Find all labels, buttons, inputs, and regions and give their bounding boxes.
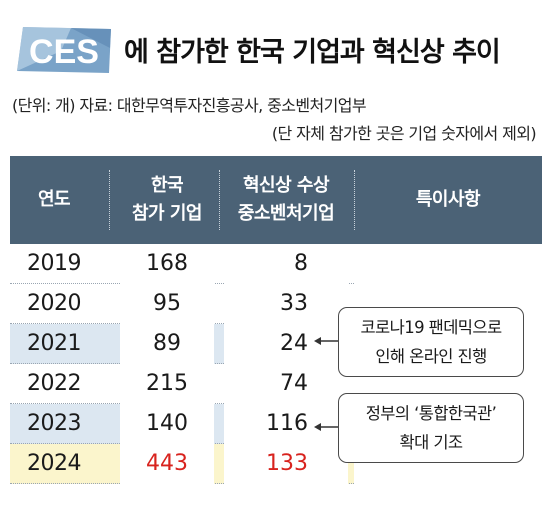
note-gov-line-2: 확대 기조	[399, 433, 464, 452]
note-government: 정부의 ‘통합한국관’ 확대 기조	[338, 393, 524, 463]
note-covid-line-2: 인해 온라인 진행	[375, 347, 487, 366]
cell-award-companies: 8	[224, 244, 348, 284]
table-header: 연도 한국 참가 기업 혁신상 수상 중소벤처기업 특이사항	[10, 156, 542, 244]
ces-logo: CES	[17, 27, 111, 73]
cell-award-companies: 133	[224, 444, 348, 484]
cell-year: 2021	[27, 331, 82, 356]
cell-award-companies: 33	[224, 284, 348, 324]
footnote: (단 자체 참가한 곳은 기업 숫자에서 제외)	[271, 124, 537, 143]
cell-year: 2022	[27, 371, 82, 396]
header-divider	[109, 170, 110, 230]
note-covid-line-1: 코로나19 팬데믹으로	[360, 318, 502, 337]
header-year: 연도	[37, 189, 71, 210]
cell-korea-companies: 168	[120, 244, 214, 284]
cell-year: 2024	[27, 451, 82, 476]
table-row-current-year: 2024 443 133	[10, 444, 354, 484]
cell-award-companies: 74	[224, 364, 348, 404]
table-row-highlight: 2021 89 24	[10, 324, 354, 364]
cell-year: 2020	[27, 291, 82, 316]
table-row-highlight: 2023 140 116	[10, 404, 354, 444]
cell-award-companies: 24	[224, 324, 348, 364]
header-divider	[219, 170, 220, 230]
covid-arrow-icon	[314, 337, 340, 345]
page-title: 에 참가한 한국 기업과 혁신상 추이	[124, 37, 501, 68]
cell-korea-companies: 215	[120, 364, 214, 404]
cell-korea-companies: 89	[120, 324, 214, 364]
header-divider	[354, 170, 355, 230]
table-row: 2020 95 33	[10, 284, 354, 324]
table-row: 2022 215 74	[10, 364, 354, 404]
note-covid: 코로나19 팬데믹으로 인해 온라인 진행	[338, 307, 524, 377]
unit-and-source: (단위: 개) 자료: 대한무역투자진흥공사, 중소벤처기업부	[12, 96, 367, 115]
header-notes: 특이사항	[415, 189, 481, 210]
header-korea-companies: 한국 참가 기업	[131, 175, 203, 224]
cell-korea-companies: 443	[120, 444, 214, 484]
cell-year: 2019	[27, 251, 82, 276]
cell-korea-companies: 140	[120, 404, 214, 444]
gov-arrow-icon	[314, 423, 340, 431]
cell-award-companies: 116	[224, 404, 348, 444]
ces-logo-text: CES	[29, 33, 99, 71]
table-row: 2019 168 8	[10, 244, 354, 284]
cell-korea-companies: 95	[120, 284, 214, 324]
note-gov-line-1: 정부의 ‘통합한국관’	[365, 404, 497, 423]
header-innovation-award: 혁신상 수상 중소벤처기업	[237, 175, 335, 224]
cell-year: 2023	[27, 411, 82, 436]
